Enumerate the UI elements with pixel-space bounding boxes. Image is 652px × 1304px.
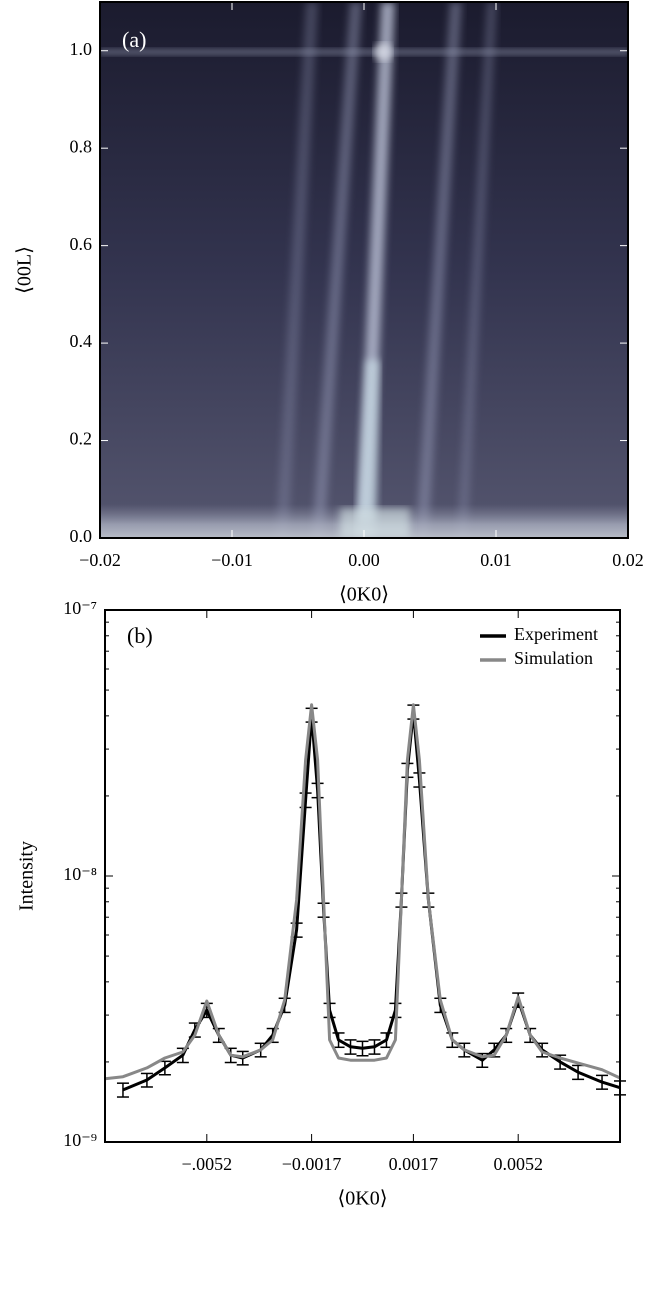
x-tick-label: 0.01	[480, 550, 512, 570]
bragg-spot	[374, 43, 392, 61]
streak	[312, 2, 362, 538]
y-tick-label: 10⁻⁸	[63, 864, 97, 884]
heatmap-image	[100, 2, 628, 538]
y-axis-label: Intensity	[16, 841, 38, 911]
panel-label: (a)	[122, 27, 146, 52]
streak-bright	[356, 360, 380, 538]
bragg-line	[100, 48, 628, 56]
y-tick-label: 10⁻⁹	[63, 1130, 97, 1150]
x-axis-label: ⟨0K0⟩	[337, 1188, 387, 1210]
legend-label: Simulation	[514, 648, 593, 668]
streak	[416, 2, 462, 538]
panel-label: (b)	[127, 623, 153, 648]
y-tick-label: 0.2	[70, 429, 93, 449]
x-axis-label: ⟨0K0⟩	[339, 584, 389, 606]
y-axis-label: ⟨00L⟩	[14, 246, 36, 294]
y-tick-label: 0.0	[70, 526, 93, 546]
specular-core	[340, 508, 410, 538]
y-tick-label: 0.8	[70, 136, 93, 156]
series-line	[104, 703, 621, 1081]
streak	[457, 2, 497, 538]
y-tick-label: 10⁻⁷	[63, 598, 97, 618]
x-tick-label: −0.02	[79, 550, 121, 570]
x-tick-label: 0.02	[612, 550, 644, 570]
series-line	[122, 710, 621, 1092]
x-tick-label: 0.00	[348, 550, 380, 570]
axes-frame	[99, 1, 629, 539]
y-tick-label: 0.6	[70, 234, 93, 254]
streak	[276, 2, 318, 538]
x-tick-label: −0.0017	[282, 1154, 342, 1174]
x-tick-label: −0.01	[211, 550, 253, 570]
x-tick-label: 0.0052	[493, 1154, 543, 1174]
x-tick-label: −.0052	[181, 1154, 232, 1174]
axes-frame	[104, 609, 621, 1143]
x-tick-label: 0.0017	[389, 1154, 439, 1174]
legend-label: Experiment	[514, 624, 598, 644]
y-tick-label: 1.0	[70, 39, 93, 59]
y-tick-label: 0.4	[70, 331, 93, 351]
